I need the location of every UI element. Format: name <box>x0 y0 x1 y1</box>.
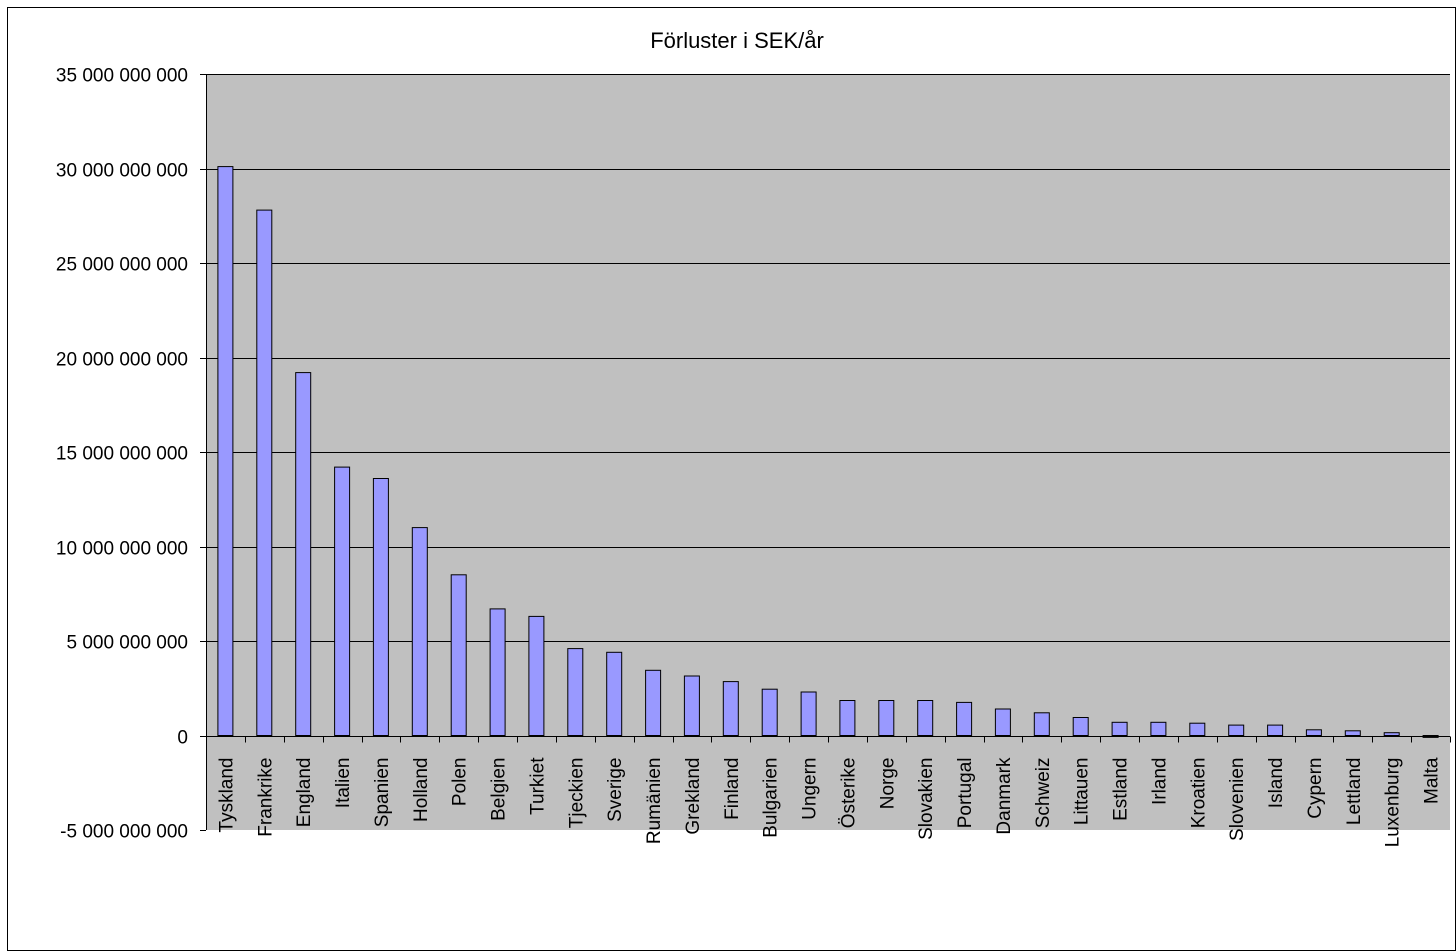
y-tick-label: 0 <box>177 728 188 749</box>
bar-tyskland <box>217 166 234 737</box>
x-tick-label: Estland <box>1111 758 1132 821</box>
bar-rumänien <box>645 669 662 736</box>
y-tick-label: 15 000 000 000 <box>56 444 188 465</box>
y-tick-label: 10 000 000 000 <box>56 539 188 560</box>
bar-italien <box>334 466 351 736</box>
bar-frankrike <box>256 209 273 737</box>
bar-österike <box>839 700 856 736</box>
x-tick-label: Luxenburg <box>1383 758 1404 848</box>
bar-polen <box>450 574 467 736</box>
y-tick-label: -5 000 000 000 <box>60 822 188 843</box>
x-tick-label: Grekland <box>683 758 704 835</box>
bar-luxenburg <box>1383 732 1400 737</box>
x-tick-label: Holland <box>411 758 432 822</box>
bar-ungern <box>800 691 817 736</box>
y-tick-label: 30 000 000 000 <box>56 161 188 182</box>
x-tick-label: Belgien <box>489 758 510 821</box>
x-tick-label: Malta <box>1422 757 1443 804</box>
bars <box>217 166 1439 738</box>
x-tick-label: Tyskland <box>216 758 237 833</box>
bar-littauen <box>1072 717 1089 736</box>
x-tick-label: Lettland <box>1344 758 1365 826</box>
x-tick-label: Turkiet <box>527 757 548 815</box>
x-tick-label: Littauen <box>1072 758 1093 826</box>
x-tick-label: Ungern <box>800 758 821 820</box>
bar-slovakien <box>917 700 934 736</box>
bar-spanien <box>372 478 389 736</box>
bar-finland <box>722 681 739 736</box>
bar-estland <box>1111 721 1128 736</box>
y-tick-label: 5 000 000 000 <box>66 633 188 654</box>
bar-danmark <box>994 708 1011 736</box>
bar-bulgarien <box>761 688 778 737</box>
x-tick-label: Österike <box>838 758 859 829</box>
x-tick-label: Spanien <box>372 758 393 828</box>
y-axis: 35 000 000 000 30 000 000 000 25 000 000 0… <box>56 66 207 843</box>
bar-kroatien <box>1189 722 1206 737</box>
y-tick-label: 20 000 000 000 <box>56 350 188 371</box>
bar-holland <box>411 527 428 736</box>
x-tick-label: Slovenien <box>1227 758 1248 841</box>
x-tick-label: Rumänien <box>644 758 665 845</box>
bar-portugal <box>956 701 973 737</box>
x-tick-label: Irland <box>1149 758 1170 806</box>
bar-england <box>295 372 312 736</box>
bar-slovenien <box>1228 724 1245 736</box>
bar-turkiet <box>528 615 545 737</box>
x-tick-label: Island <box>1266 758 1287 809</box>
bar-schweiz <box>1033 712 1050 736</box>
x-tick-label: Frankrike <box>255 758 276 837</box>
x-tick-label: Slovakien <box>916 758 937 840</box>
bar-island <box>1267 724 1284 736</box>
x-tick-label: Italien <box>333 758 354 809</box>
bar-grekland <box>683 675 700 736</box>
x-tick-label: Tjeckien <box>566 758 587 829</box>
bar-cypern <box>1305 729 1322 736</box>
bar-lettland <box>1344 730 1361 736</box>
bar-irland <box>1150 721 1167 736</box>
x-tick-label: Polen <box>450 758 471 807</box>
x-tick-label: Portugal <box>955 758 976 829</box>
y-tick-label: 25 000 000 000 <box>56 255 188 276</box>
x-tick-label: Kroatien <box>1188 758 1209 829</box>
x-tick-label: Norge <box>877 758 898 810</box>
x-tick-label: Danmark <box>994 757 1015 835</box>
x-tick-label: England <box>294 758 315 828</box>
bar-belgien <box>489 608 506 737</box>
x-tick-label: Schweiz <box>1033 758 1054 829</box>
bar-sverige <box>606 651 623 736</box>
bar-norge <box>878 700 895 736</box>
x-tick-label: Cypern <box>1305 758 1326 819</box>
y-tick-label: 35 000 000 000 <box>56 66 188 87</box>
x-tick-label: Bulgarien <box>761 758 782 838</box>
bar-tjeckien <box>567 648 584 736</box>
chart-title: Förluster i SEK/år <box>650 28 824 53</box>
x-tick-label: Sverige <box>605 758 626 822</box>
x-axis: Tyskland Frankrike England Italien Spanien Ho… <box>206 736 1451 848</box>
x-tick-label: Finland <box>722 758 743 820</box>
